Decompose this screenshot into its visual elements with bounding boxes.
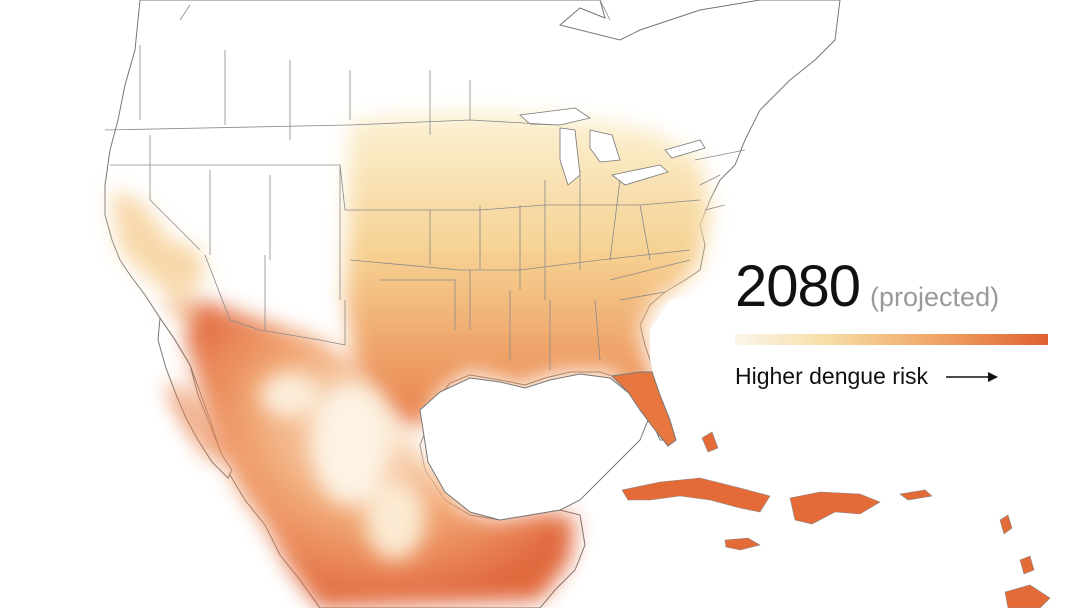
cuba-island [621, 477, 771, 513]
lesser-antilles-island [999, 514, 1013, 535]
great-lakes [519, 107, 706, 186]
baja-peninsula [157, 316, 233, 479]
mexico-highlands [260, 373, 425, 560]
jamaica-island [724, 537, 761, 551]
risk-direction: Higher dengue risk [735, 363, 1055, 390]
puerto-rico-island [899, 489, 933, 501]
lesser-antilles-island [1004, 584, 1051, 608]
lesser-antilles-island [1019, 555, 1035, 575]
hispaniola-island [789, 491, 881, 525]
right-arrow-icon [946, 371, 999, 382]
risk-color-scale [735, 334, 1048, 345]
projected-label: (projected) [870, 282, 1000, 312]
gulf-of-mexico [419, 373, 649, 521]
state-borders [104, 0, 746, 370]
bahamas-island [701, 431, 719, 453]
atlantic-cutout [650, 290, 720, 480]
legend: 2080 (projected) Higher dengue risk [735, 258, 1055, 390]
risk-direction-label: Higher dengue risk [735, 363, 929, 389]
caribbean-islands [621, 431, 1051, 608]
legend-title: 2080 (projected) [735, 258, 1055, 316]
florida-peninsula [610, 371, 677, 447]
year-label: 2080 [735, 254, 861, 319]
